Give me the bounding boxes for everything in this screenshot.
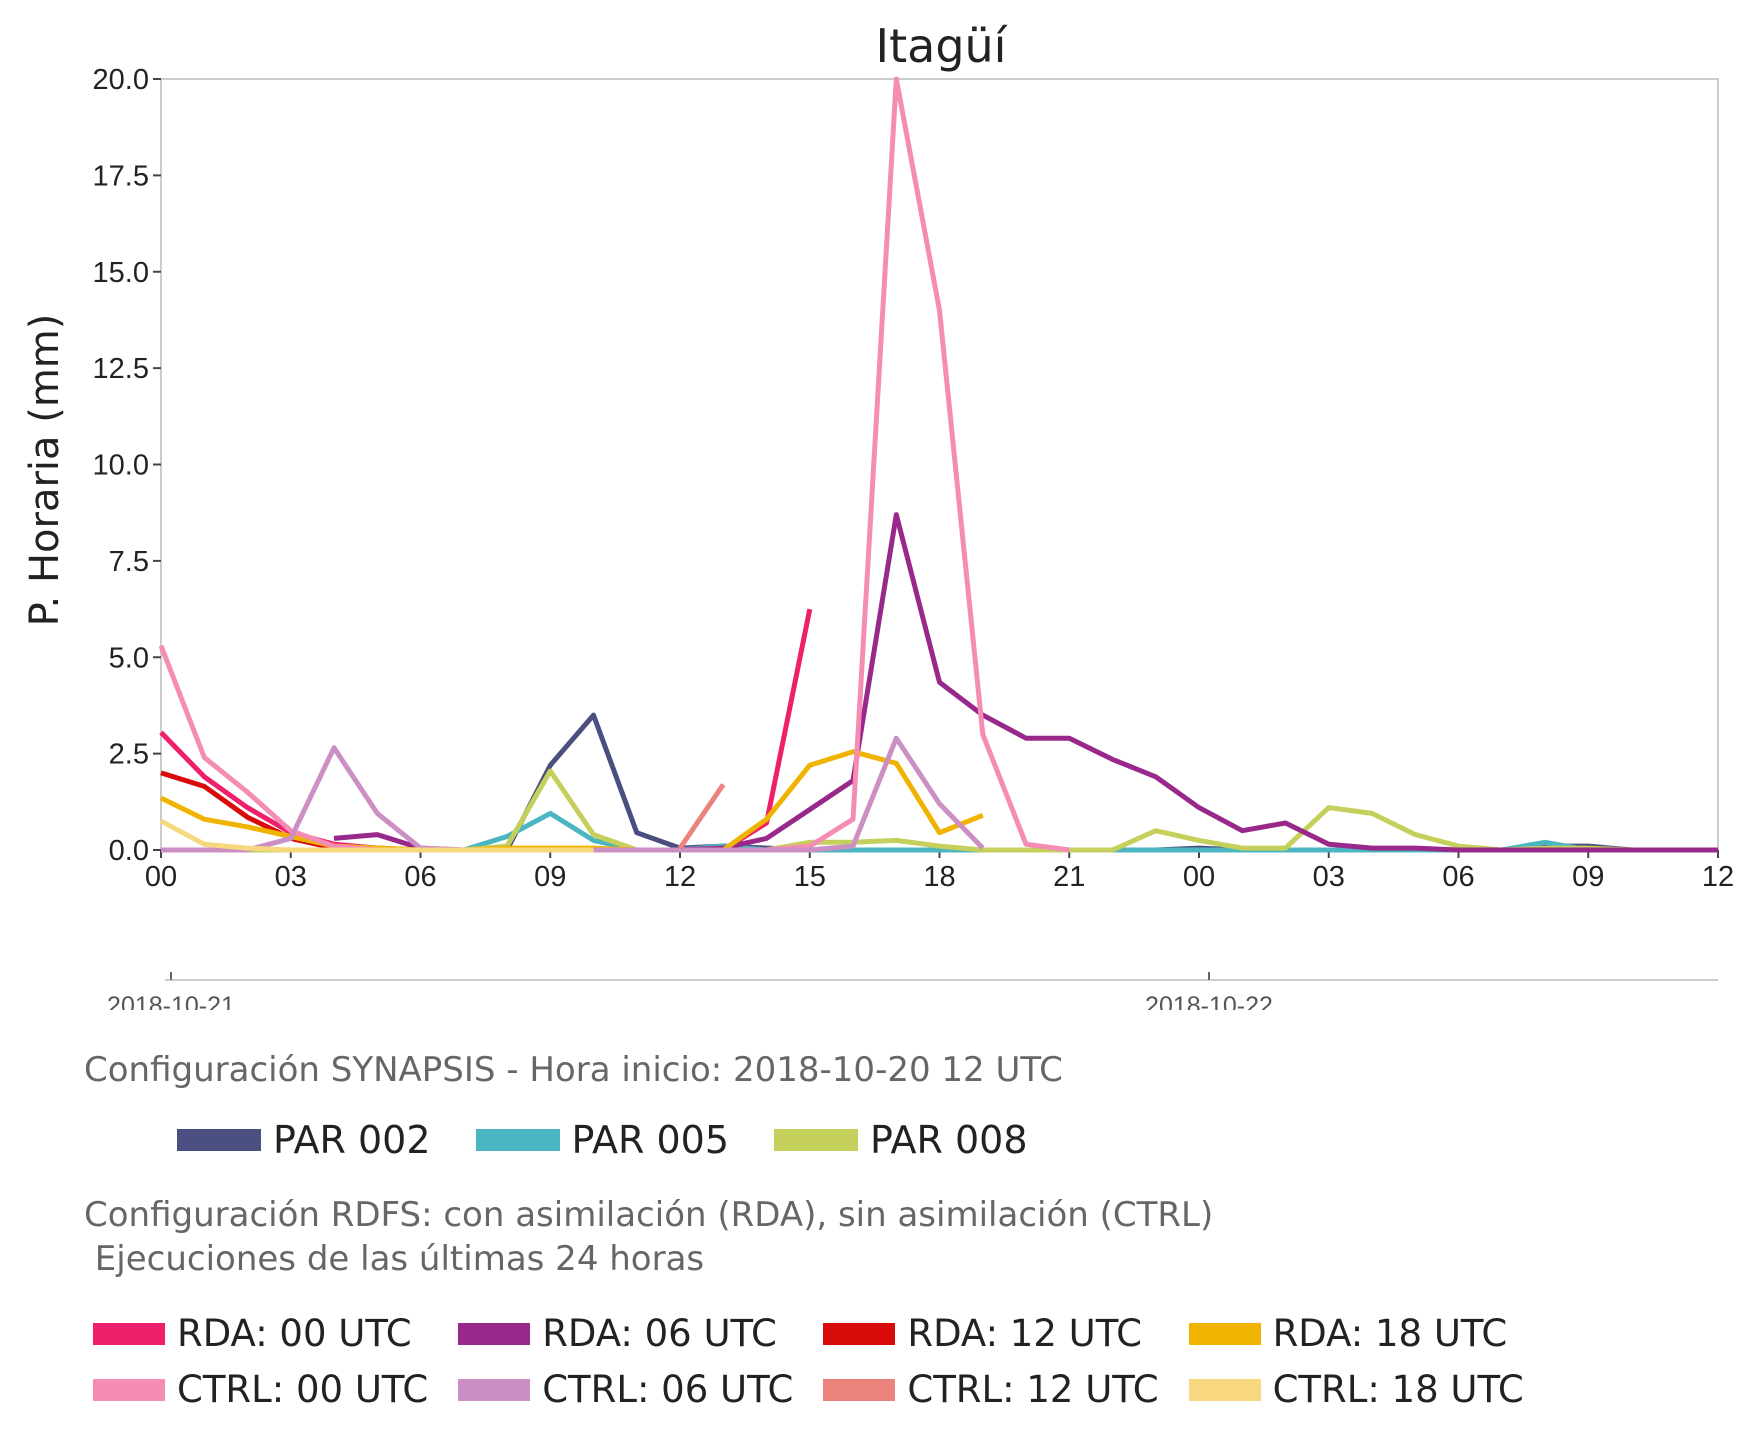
plot-frame: [160, 78, 1719, 851]
legend-swatch: [1188, 1378, 1261, 1401]
legend-item: RDA: 18 UTC: [1188, 1312, 1524, 1355]
date-tick-label: 2018-10-21: [107, 992, 235, 1010]
legend-item: PAR 005: [475, 1118, 730, 1162]
legend-label: PAR 008: [870, 1118, 1028, 1162]
legend-swatch: [1188, 1322, 1261, 1345]
x-tick-label: 00: [145, 861, 177, 893]
series-line-ctrl-00-utc: [158, 76, 1070, 853]
y-tick-label: 2.5: [109, 739, 149, 771]
legend-swatch: [475, 1129, 560, 1151]
legend-item: RDA: 00 UTC: [93, 1312, 428, 1355]
legend-item: CTRL: 18 UTC: [1188, 1368, 1524, 1411]
legend-item: CTRL: 12 UTC: [823, 1368, 1159, 1411]
legend-label: CTRL: 12 UTC: [907, 1368, 1159, 1411]
x-axis-ticks: 00 03 06 09 12 15 18 21 00 03 06 09 12: [145, 850, 1734, 893]
y-axis-label: P. Horaria (mm): [22, 314, 68, 627]
series-line-rda-06-utc: [333, 512, 1718, 853]
x-tick-label: 03: [1313, 861, 1345, 893]
x-tick-label: 06: [1442, 861, 1474, 893]
legend-ctrl: CTRL: 00 UTC CTRL: 06 UTC CTRL: 12 UTC CTRL…: [93, 1368, 1554, 1411]
legend-item: PAR 002: [177, 1118, 431, 1162]
precipitation-chart: Itagüí P. Horaria (mm) 0.0 2.5 5.0 7.5 10.0 1…: [22, 19, 1734, 1010]
legend-swatch: [823, 1322, 896, 1345]
x-tick-label: 18: [923, 861, 955, 893]
legend-item: CTRL: 00 UTC: [93, 1368, 428, 1411]
date-axis: 2018-10-21 2018-10-22: [107, 972, 1718, 1010]
series-line-rda-00-utc: [159, 608, 813, 853]
legend-label: CTRL: 06 UTC: [542, 1368, 794, 1411]
synapsis-caption: Configuración SYNAPSIS - Hora inicio: 20…: [84, 1050, 1063, 1090]
legend-swatch: [823, 1378, 896, 1401]
x-tick-label: 09: [1572, 861, 1604, 893]
legend-item: RDA: 06 UTC: [458, 1312, 793, 1355]
series-lines: [158, 76, 1718, 853]
legend-swatch: [458, 1322, 531, 1345]
series-line-ctrl-18-utc: [159, 818, 594, 853]
series-line-rda-12-utc: [160, 770, 724, 853]
legend-label: RDA: 12 UTC: [907, 1312, 1143, 1355]
legend-label: CTRL: 00 UTC: [177, 1368, 429, 1411]
chart-title: Itagüí: [876, 19, 1008, 73]
legend-swatch: [774, 1129, 858, 1151]
y-tick-label: 0.0: [109, 835, 149, 867]
legend-swatch: [177, 1129, 261, 1151]
rdfs-caption: Configuración RDFS: con asimilación (RDA…: [84, 1195, 1214, 1279]
legend-label: RDA: 00 UTC: [177, 1312, 412, 1355]
y-tick-label: 10.0: [93, 450, 149, 482]
legend-rda: RDA: 00 UTC RDA: 06 UTC RDA: 12 UTC RDA: 18…: [93, 1312, 1554, 1355]
legend-item: CTRL: 06 UTC: [458, 1368, 793, 1411]
legend-item: PAR 008: [774, 1118, 1028, 1162]
legend-item: RDA: 12 UTC: [823, 1312, 1158, 1355]
legend-label: PAR 002: [273, 1118, 431, 1162]
legend-swatch: [93, 1378, 165, 1401]
series-line-ctrl-12-utc: [677, 783, 726, 850]
x-tick-label: 15: [794, 861, 826, 893]
x-tick-label: 21: [1053, 861, 1085, 893]
y-tick-label: 12.5: [93, 353, 149, 385]
y-axis-ticks: 0.0 2.5 5.0 7.5 10.0 12.5 15.0 17.5 20.0: [93, 64, 161, 867]
x-tick-label: 06: [404, 861, 436, 893]
y-tick-label: 15.0: [93, 257, 149, 289]
x-tick-label: 12: [664, 861, 696, 893]
x-tick-label: 03: [275, 861, 307, 893]
x-tick-label: 00: [1183, 861, 1215, 893]
y-tick-label: 7.5: [109, 546, 149, 578]
legend-swatch: [458, 1378, 531, 1401]
legend-par: PAR 002 PAR 005 PAR 008: [177, 1118, 1073, 1162]
y-tick-label: 20.0: [93, 64, 149, 96]
legend-label: RDA: 06 UTC: [542, 1312, 777, 1355]
date-tick-label: 2018-10-22: [1145, 992, 1273, 1010]
y-tick-label: 5.0: [109, 642, 149, 674]
x-tick-label: 12: [1702, 861, 1734, 893]
legend-label: RDA: 18 UTC: [1272, 1312, 1508, 1355]
legend-swatch: [93, 1322, 165, 1345]
legend-label: PAR 005: [571, 1118, 730, 1162]
y-tick-label: 17.5: [93, 160, 149, 192]
legend-label: CTRL: 18 UTC: [1272, 1368, 1524, 1411]
x-tick-label: 09: [534, 861, 566, 893]
